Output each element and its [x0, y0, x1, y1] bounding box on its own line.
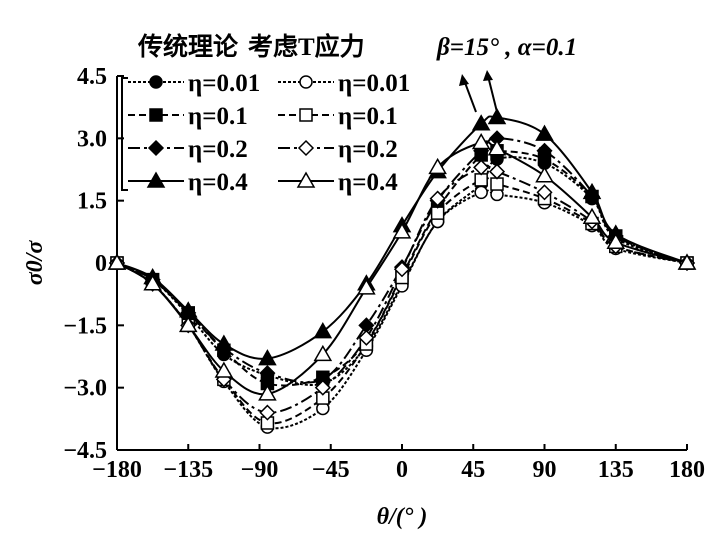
- legend-label: η=0.01: [338, 70, 410, 97]
- triangle-open-marker: [392, 222, 412, 239]
- arrow-line: [487, 75, 498, 113]
- circle-filled-marker: [149, 75, 163, 89]
- diamond-open-marker: [473, 159, 490, 176]
- y-tick-label: 4.5: [77, 64, 107, 90]
- title-params: β=15° , α=0.1: [436, 34, 577, 61]
- arrow-head-icon: [483, 70, 493, 81]
- y-tick-label: 0: [95, 251, 107, 277]
- triangle-open-marker: [487, 139, 507, 156]
- triangle-open-marker: [107, 253, 127, 270]
- title-t-stress: 考虑T应力: [248, 32, 365, 61]
- triangle-open-marker: [357, 278, 376, 295]
- legend-label: η=0.2: [338, 136, 398, 163]
- diamond-filled-marker: [259, 365, 276, 382]
- diamond-open-marker: [536, 184, 553, 201]
- diamond-open-marker: [297, 139, 315, 157]
- diamond-open-marker: [358, 329, 375, 346]
- square-filled-marker: [149, 108, 163, 122]
- x-tick-label: 90: [533, 457, 557, 483]
- triangle-open-marker: [582, 207, 602, 225]
- legend: η=0.01 η=0.1 η=0.2 η=0.4 η=0.01 η=0.1 η=0.2 η=0…: [121, 70, 410, 196]
- triangle-filled-marker: [471, 114, 491, 131]
- axes: −180 −135 −90 −45 0 45 90 135 180 4.5 3.0 1.5 0 −1.5 −…: [63, 64, 705, 483]
- diamond-open-marker: [488, 163, 506, 180]
- y-tick-label: −4.5: [63, 438, 107, 464]
- triangle-open-marker: [677, 253, 697, 270]
- x-tick-label: 45: [461, 457, 485, 483]
- x-tick-label: 180: [669, 457, 705, 483]
- triangle-filled-marker: [214, 334, 234, 351]
- markers: [107, 108, 697, 434]
- diamond-open-marker: [429, 190, 446, 207]
- legend-bracket: [121, 77, 128, 191]
- x-tick-label: −45: [312, 457, 350, 483]
- triangle-open-marker: [606, 232, 626, 249]
- diamond-filled-marker: [536, 142, 553, 159]
- legend-label: η=0.01: [188, 70, 260, 97]
- legend-label: η=0.1: [338, 103, 398, 130]
- triangle-open-marker: [313, 344, 333, 362]
- title-traditional: 传统理论: [137, 32, 239, 61]
- triangle-filled-marker: [258, 349, 277, 366]
- square-open-marker: [299, 108, 313, 122]
- triangle-filled-marker: [313, 322, 333, 339]
- x-tick-label: −135: [163, 457, 213, 483]
- triangle-filled-marker: [535, 124, 554, 141]
- y-tick-label: 1.5: [77, 189, 107, 215]
- series-line: [116, 148, 688, 387]
- triangle-open-marker: [214, 361, 234, 378]
- x-tick-label: −90: [241, 457, 279, 483]
- legend-label: η=0.2: [188, 136, 248, 163]
- y-tick-label: −3.0: [63, 376, 107, 402]
- y-axis-label: σ0/σ: [22, 240, 48, 286]
- arrow-line: [463, 79, 477, 113]
- x-tick-label: −180: [92, 457, 142, 483]
- x-tick-label: 0: [396, 457, 408, 483]
- x-axis-label: θ/(° ): [377, 504, 428, 530]
- square-open-marker: [430, 206, 445, 220]
- triangle-open-marker: [535, 166, 554, 183]
- triangle-open-marker: [143, 274, 162, 291]
- legend-label: η=0.4: [188, 169, 248, 196]
- triangle-filled-marker: [487, 108, 507, 125]
- diamond-open-marker: [393, 261, 411, 278]
- circle-open-marker: [299, 75, 313, 89]
- diamond-open-marker: [259, 404, 276, 421]
- triangle-open-marker: [471, 132, 491, 150]
- triangle-filled-marker: [146, 171, 166, 188]
- diamond-filled-marker: [147, 139, 165, 157]
- y-tick-label: 3.0: [77, 126, 107, 152]
- triangle-open-marker: [258, 384, 277, 401]
- arrow-head-icon: [459, 74, 469, 86]
- chart-title: 传统理论 考虑T应力 β=15° , α=0.1: [137, 32, 577, 61]
- y-tick-label: −1.5: [63, 313, 107, 339]
- series-line: [116, 177, 688, 425]
- legend-label: η=0.1: [188, 103, 248, 130]
- triangle-open-marker: [428, 157, 447, 175]
- diamond-open-marker: [314, 379, 331, 396]
- legend-label: η=0.4: [338, 169, 398, 196]
- circle-open-marker: [474, 185, 488, 200]
- triangle-filled-marker: [582, 182, 602, 200]
- x-tick-label: 135: [598, 457, 634, 483]
- square-open-marker: [490, 177, 504, 191]
- triangle-open-marker: [296, 171, 316, 188]
- peak-arrows: [459, 70, 498, 113]
- square-open-marker: [474, 173, 488, 187]
- triangle-open-marker: [178, 315, 198, 333]
